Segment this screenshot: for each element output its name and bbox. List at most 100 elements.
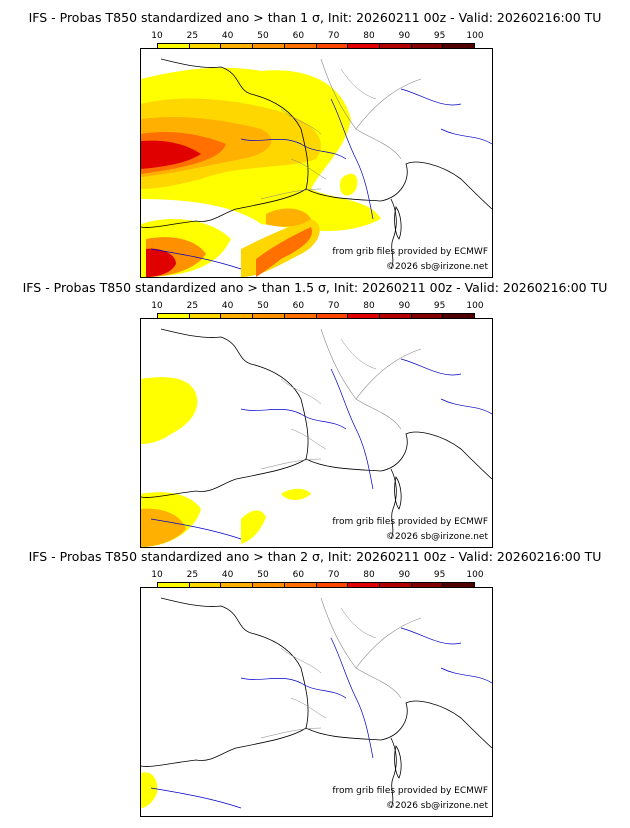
probability-field	[141, 140, 201, 169]
legend-swatch	[221, 583, 254, 589]
coastline	[141, 58, 309, 228]
legend-swatch	[316, 583, 349, 589]
legend-swatch	[411, 314, 444, 320]
legend-swatch	[221, 314, 254, 320]
legend-tick-label: 100	[466, 301, 484, 311]
coastline	[305, 161, 492, 210]
legend-swatch	[189, 583, 222, 589]
legend-swatch	[348, 314, 380, 320]
legend-tick-label: 90	[398, 570, 411, 580]
legend-swatch	[443, 314, 475, 320]
map-graphic	[141, 597, 492, 809]
legend-swatch	[158, 583, 190, 589]
legend-tick-label: 80	[363, 301, 375, 311]
legend-swatch	[379, 314, 412, 320]
coastline	[390, 468, 397, 540]
legend-tick-label: 10	[151, 31, 163, 41]
legend-tick-label: 80	[363, 31, 375, 41]
legend-tick-label: 100	[466, 31, 484, 41]
legend-tick-label: 90	[398, 31, 411, 41]
legend-tick-label: 10	[151, 570, 163, 580]
legend-tick-label: 25	[186, 570, 199, 580]
source-credit: from grib files provided by ECMWF	[332, 517, 488, 527]
panel-title: IFS - Probas T850 standardized ano > tha…	[28, 549, 602, 564]
legend-swatch	[189, 314, 222, 320]
island-corsica	[394, 206, 402, 240]
map-panel-2: IFS - Probas T850 standardized ano > tha…	[0, 280, 630, 548]
legend-swatch	[221, 44, 254, 50]
map-panel-1: IFS - Probas T850 standardized ano > tha…	[0, 10, 630, 278]
legend-swatch	[443, 44, 475, 50]
coastline	[305, 431, 492, 480]
probability-map: from grib files provided by ECMWF ©2026 …	[140, 318, 493, 548]
legend-tick-label: 70	[327, 301, 340, 311]
legend-swatch	[158, 314, 190, 320]
panel-title: IFS - Probas T850 standardized ano > tha…	[22, 280, 608, 295]
legend-swatch	[158, 44, 190, 50]
legend-tick-label: 95	[433, 570, 446, 580]
legend-tick-label: 70	[327, 570, 340, 580]
legend-tick-label: 60	[292, 570, 305, 580]
legend-swatch	[379, 44, 412, 50]
island-corsica	[394, 476, 402, 510]
probability-field	[141, 508, 186, 547]
river	[150, 358, 492, 540]
probability-field	[241, 510, 266, 544]
legend-swatch	[348, 583, 380, 589]
probability-field	[266, 208, 311, 227]
legend-tick-label: 80	[363, 570, 375, 580]
legend-swatch	[348, 44, 380, 50]
probability-legend: 10 25 40 50 60 70 80 90 95 100	[151, 301, 484, 321]
legend-swatch	[253, 314, 285, 320]
legend-tick-label: 50	[257, 301, 269, 311]
legend-swatch	[284, 44, 317, 50]
panel-title: IFS - Probas T850 standardized ano > tha…	[28, 10, 602, 25]
river	[150, 627, 492, 809]
legend-tick-label: 100	[466, 570, 484, 580]
legend-tick-label: 40	[221, 301, 234, 311]
source-credit: from grib files provided by ECMWF	[332, 247, 488, 257]
border	[260, 328, 422, 470]
legend-tick-label: 10	[151, 301, 163, 311]
border	[280, 338, 377, 450]
probability-field	[141, 772, 158, 808]
legend-swatch	[284, 583, 317, 589]
map-graphic	[141, 328, 492, 547]
coastline	[390, 737, 397, 809]
copyright-credit: ©2026 sb@irizone.net	[386, 801, 488, 811]
legend-tick-label: 60	[292, 31, 305, 41]
border	[260, 597, 422, 739]
legend-tick-label: 50	[257, 31, 269, 41]
map-panel-3: IFS - Probas T850 standardized ano > tha…	[0, 549, 630, 821]
legend-tick-label: 60	[292, 301, 305, 311]
coastline	[390, 198, 397, 270]
legend-tick-label: 70	[327, 31, 340, 41]
probability-field	[146, 248, 176, 277]
island-corsica	[394, 745, 402, 779]
border	[280, 68, 377, 180]
copyright-credit: ©2026 sb@irizone.net	[386, 262, 488, 272]
legend-swatch	[411, 44, 444, 50]
border	[260, 58, 422, 200]
coastline	[141, 328, 309, 498]
legend-swatch	[411, 583, 444, 589]
coastline	[141, 597, 309, 767]
legend-swatch	[379, 583, 412, 589]
legend-swatch	[253, 44, 285, 50]
probability-field	[256, 227, 312, 277]
coastline	[305, 700, 492, 749]
source-credit: from grib files provided by ECMWF	[332, 786, 488, 796]
legend-tick-label: 95	[433, 301, 446, 311]
probability-field	[281, 488, 311, 501]
river	[150, 88, 492, 270]
legend-swatch	[316, 44, 349, 50]
legend-tick-label: 25	[186, 31, 199, 41]
legend-swatch	[284, 314, 317, 320]
legend-tick-label: 25	[186, 301, 199, 311]
probability-map: from grib files provided by ECMWF ©2026 …	[140, 587, 493, 817]
legend-tick-label: 95	[433, 31, 446, 41]
map-graphic	[141, 58, 492, 277]
border	[280, 607, 377, 719]
copyright-credit: ©2026 sb@irizone.net	[386, 532, 488, 542]
legend-tick-label: 90	[398, 301, 411, 311]
